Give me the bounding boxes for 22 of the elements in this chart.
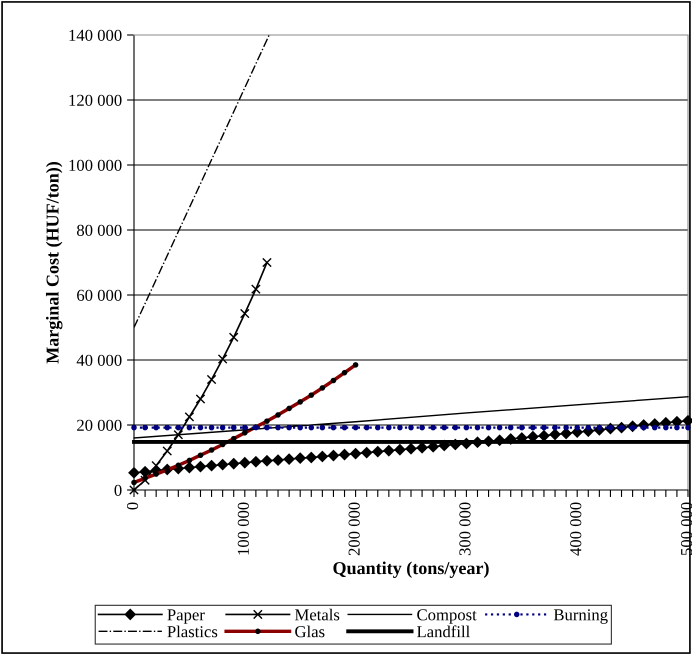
y-tick-label: 100 000 [69,160,122,171]
x-tick-label: 100 000 [238,502,249,555]
legend-label: Metals [294,608,340,620]
y-tick-label: 140 000 [69,30,122,41]
legend-label: Glas [295,626,324,638]
x-tick-label: 300 000 [459,502,471,556]
legend-label: Plastics [167,626,218,638]
x-tick-label: 0 [126,502,138,510]
legend-label: Burning [554,609,608,624]
y-tick-label: 20 000 [77,420,122,431]
y-tick-label: 60 000 [77,290,122,301]
x-tick-label: 400 000 [570,502,582,556]
y-tick-label: 80 000 [76,224,122,236]
legend-label: Landfill [417,625,470,638]
legend-label: Compost [417,609,477,624]
y-tick-label: 120 000 [69,94,122,106]
x-tick-label: 200 000 [348,502,360,556]
y-tick-label: 0 [114,484,122,496]
legend-label: Paper [167,609,205,624]
y-axis-title: Marginal Cost (HUF/ton)) [46,162,62,364]
y-tick-label: 40 000 [76,354,122,366]
x-axis-title: Quantity (tons/year) [333,562,489,578]
